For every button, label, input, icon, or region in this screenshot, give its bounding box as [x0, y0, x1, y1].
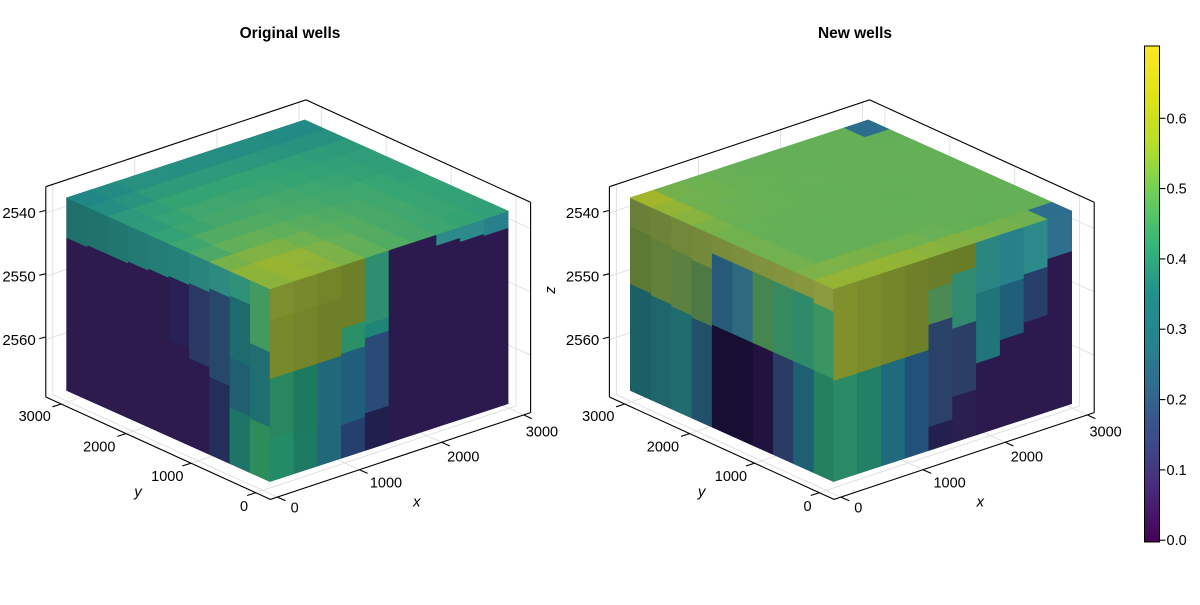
svg-text:3000: 3000: [526, 424, 558, 440]
svg-text:1000: 1000: [370, 475, 402, 491]
svg-text:3000: 3000: [1089, 424, 1121, 440]
svg-text:3000: 3000: [582, 409, 614, 425]
svg-text:x: x: [412, 494, 421, 511]
svg-text:1000: 1000: [933, 475, 965, 491]
svg-text:y: y: [697, 484, 707, 501]
svg-text:2000: 2000: [647, 440, 679, 456]
svg-text:0.1: 0.1: [1167, 463, 1187, 479]
svg-text:0: 0: [240, 499, 248, 515]
svg-text:1000: 1000: [151, 469, 183, 485]
svg-text:2000: 2000: [83, 440, 115, 456]
svg-text:2560: 2560: [566, 332, 599, 349]
svg-text:0: 0: [804, 499, 812, 515]
svg-text:2560: 2560: [2, 332, 35, 349]
svg-text:2540: 2540: [566, 205, 599, 222]
svg-text:0: 0: [291, 500, 299, 516]
svg-text:0.4: 0.4: [1167, 252, 1187, 268]
svg-text:y: y: [133, 484, 143, 501]
svg-text:3000: 3000: [19, 409, 51, 425]
svg-text:New wells: New wells: [818, 25, 892, 42]
svg-text:0.5: 0.5: [1167, 182, 1187, 198]
svg-text:2550: 2550: [566, 269, 599, 286]
svg-text:0.0: 0.0: [1167, 533, 1187, 549]
svg-text:0.2: 0.2: [1167, 393, 1187, 409]
svg-text:2540: 2540: [2, 205, 35, 222]
svg-text:0.6: 0.6: [1167, 111, 1187, 127]
svg-text:0: 0: [854, 500, 862, 516]
svg-text:Original wells: Original wells: [240, 25, 341, 42]
svg-text:x: x: [976, 494, 985, 511]
svg-text:2000: 2000: [1011, 449, 1043, 465]
svg-text:0.3: 0.3: [1167, 322, 1187, 338]
svg-text:2000: 2000: [447, 449, 479, 465]
svg-text:2550: 2550: [2, 269, 35, 286]
svg-text:z: z: [542, 286, 559, 295]
svg-text:1000: 1000: [715, 469, 747, 485]
